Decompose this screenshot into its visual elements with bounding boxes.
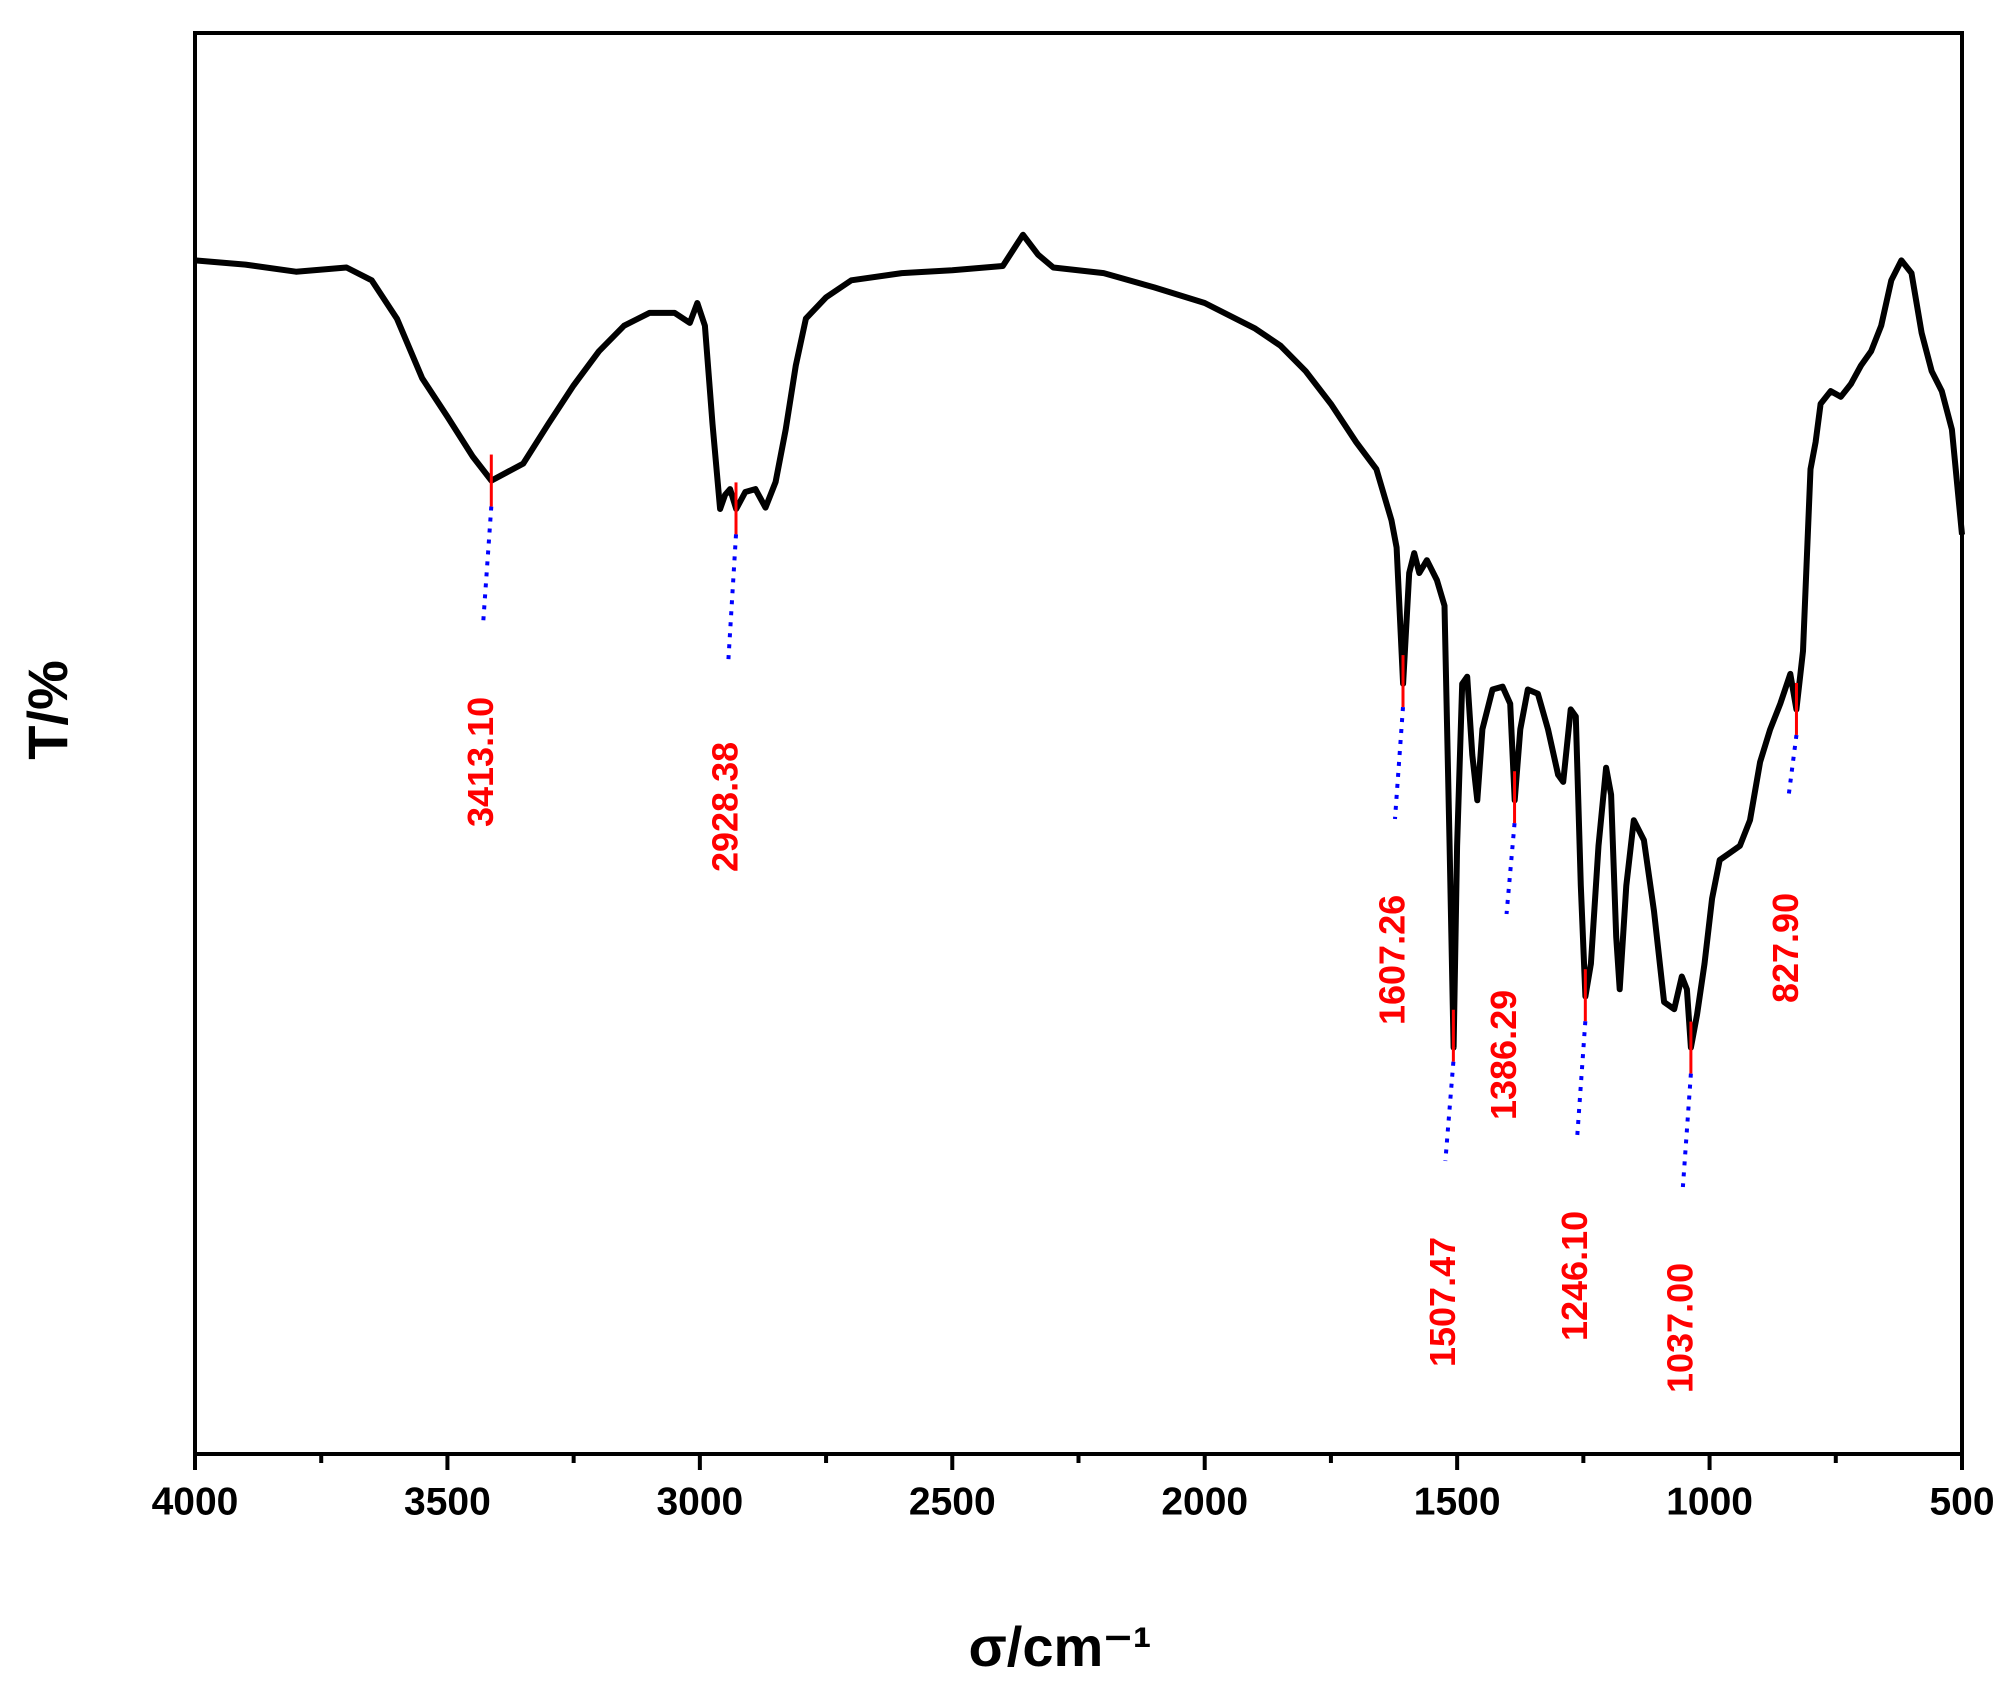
- x-tick-label: 2000: [1161, 1480, 1248, 1523]
- leader-line: [1392, 706, 1405, 820]
- x-tick-label: 3000: [656, 1480, 743, 1523]
- peak-label: 1607.26: [1372, 895, 1413, 1025]
- x-tick-label: 4000: [152, 1480, 239, 1523]
- leader-line: [726, 534, 739, 667]
- leader-line: [1575, 1021, 1588, 1136]
- x-tick-label: 500: [1929, 1480, 1994, 1523]
- leader-line: [481, 506, 494, 622]
- spectrum-line: [194, 231, 1965, 1051]
- leader-line: [1786, 734, 1799, 798]
- x-tick-label: 3500: [404, 1480, 491, 1523]
- x-axis-label: σ/cm⁻¹: [968, 1615, 1151, 1678]
- x-tick-label: 1000: [1666, 1480, 1753, 1523]
- peak-label: 2928.38: [705, 742, 746, 872]
- x-tick-label: 1500: [1414, 1480, 1501, 1523]
- peak-label: 1507.47: [1422, 1237, 1463, 1367]
- y-axis-label: T/%: [16, 660, 79, 760]
- x-tick-label: 2500: [909, 1480, 996, 1523]
- peak-label: 3413.10: [460, 697, 501, 827]
- leader-line: [1443, 1061, 1456, 1162]
- peak-label: 1386.29: [1483, 990, 1524, 1120]
- leader-line: [1680, 1073, 1693, 1188]
- leader-line: [1504, 823, 1517, 915]
- peak-label: 1246.10: [1554, 1211, 1595, 1341]
- plot-frame: [193, 31, 1964, 1456]
- peak-label: 827.90: [1765, 893, 1806, 1003]
- peak-label: 1037.00: [1659, 1263, 1700, 1393]
